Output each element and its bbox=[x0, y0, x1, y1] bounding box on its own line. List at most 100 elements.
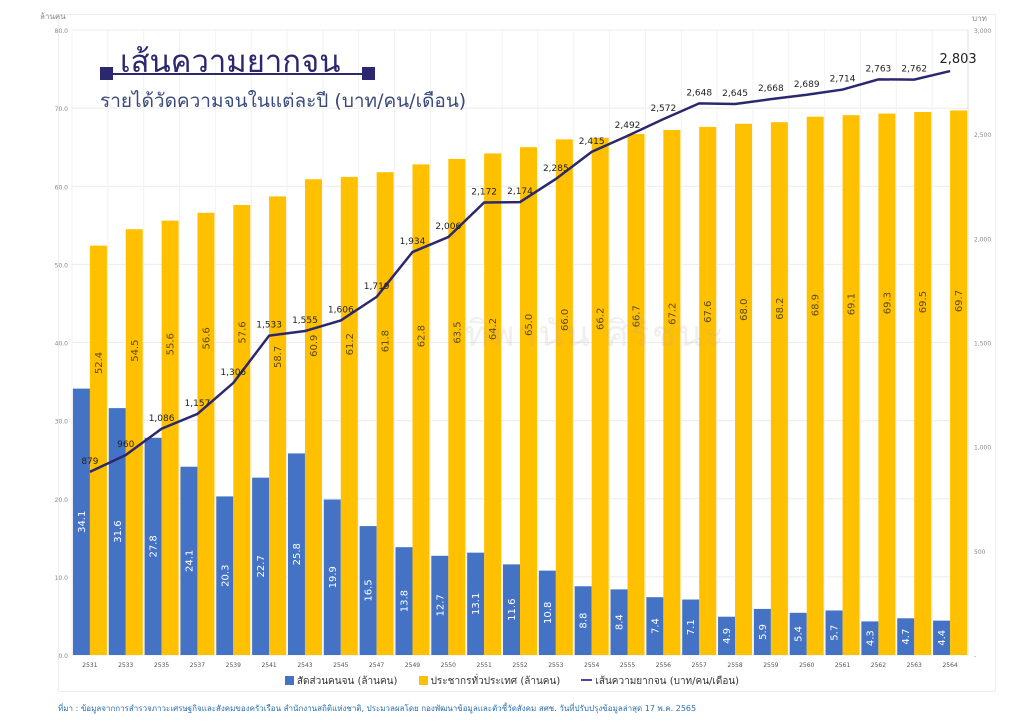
y2-tick-label: 3,000 bbox=[974, 28, 991, 35]
bar-poor-label: 25.8 bbox=[292, 543, 303, 565]
line-data-label: 1,606 bbox=[328, 305, 354, 315]
bar-poor-label: 22.7 bbox=[256, 555, 267, 577]
bar-poor bbox=[323, 499, 341, 655]
line-data-label: 2,668 bbox=[758, 84, 784, 94]
bar-population-label: 52.4 bbox=[94, 352, 105, 374]
bar-population-label: 57.6 bbox=[237, 321, 248, 343]
line-data-label: 960 bbox=[117, 440, 134, 450]
bar-population bbox=[448, 158, 466, 655]
bar-population bbox=[663, 130, 681, 655]
x-tick-label: 2553 bbox=[548, 662, 563, 669]
bar-poor bbox=[72, 388, 90, 655]
bar-population bbox=[304, 179, 322, 655]
legend-swatch bbox=[581, 679, 593, 681]
line-data-label: 2,763 bbox=[866, 64, 892, 74]
x-tick-label: 2543 bbox=[297, 662, 312, 669]
bar-poor bbox=[646, 597, 664, 655]
bar-population-label: 69.7 bbox=[954, 290, 965, 312]
bar-population-label: 61.8 bbox=[381, 330, 392, 352]
bar-poor-label: 34.1 bbox=[77, 511, 88, 533]
x-tick-label: 2531 bbox=[82, 662, 97, 669]
bar-population-label: 68.0 bbox=[739, 299, 750, 321]
bar-poor-label: 8.8 bbox=[579, 613, 590, 629]
bar-population-label: 56.6 bbox=[201, 327, 212, 349]
bar-poor-label: 4.7 bbox=[901, 629, 912, 645]
bar-poor bbox=[825, 610, 843, 655]
bar-population-label: 68.9 bbox=[811, 294, 822, 316]
x-tick-label: 2554 bbox=[584, 662, 599, 669]
bar-poor bbox=[897, 618, 915, 655]
bar-poor bbox=[467, 552, 485, 655]
bar-population-label: 67.6 bbox=[703, 301, 714, 323]
x-tick-label: 2557 bbox=[692, 662, 707, 669]
y-tick-label: 80.0 bbox=[55, 28, 69, 35]
x-tick-label: 2541 bbox=[261, 662, 276, 669]
bar-poor bbox=[861, 621, 879, 655]
chart-subtitle: รายได้วัดความจนในแต่ละปี (บาท/คน/เดือน) bbox=[100, 90, 467, 112]
bar-population-label: 61.2 bbox=[345, 333, 356, 355]
x-tick-label: 2551 bbox=[477, 662, 492, 669]
y-tick-label: 0.0 bbox=[58, 653, 68, 660]
bar-population bbox=[233, 205, 251, 655]
bar-poor-label: 16.5 bbox=[364, 579, 375, 601]
bar-poor-label: 20.3 bbox=[220, 565, 231, 587]
bar-population-label: 66.2 bbox=[596, 308, 607, 330]
y-tick-label: 50.0 bbox=[55, 262, 69, 269]
source-note: ที่มา : ข้อมูลจากการสำรวจภาวะเศรษฐกิจและ… bbox=[58, 704, 697, 713]
x-tick-label: 2561 bbox=[835, 662, 850, 669]
bar-poor-label: 12.7 bbox=[435, 594, 446, 616]
x-tick-label: 2564 bbox=[942, 662, 957, 669]
bar-population bbox=[555, 139, 573, 655]
bar-poor-label: 31.6 bbox=[113, 520, 124, 542]
bar-population-label: 65.0 bbox=[524, 314, 535, 336]
x-tick-label: 2552 bbox=[512, 662, 527, 669]
x-tick-label: 2558 bbox=[727, 662, 742, 669]
chart-card bbox=[58, 14, 996, 692]
legend-label: สัดส่วนคนจน (ล้านคน) bbox=[296, 676, 398, 687]
bar-population-label: 58.7 bbox=[273, 346, 284, 368]
bar-poor-label: 19.9 bbox=[328, 566, 339, 588]
line-data-label: 2,648 bbox=[686, 88, 712, 98]
bar-poor-label: 10.8 bbox=[543, 602, 554, 624]
bar-population bbox=[806, 116, 824, 655]
bar-population bbox=[735, 123, 753, 655]
line-data-label: 2,006 bbox=[435, 222, 461, 232]
bar-population bbox=[520, 147, 537, 655]
bar-population bbox=[125, 229, 143, 655]
line-data-label: 1,719 bbox=[364, 282, 390, 292]
line-data-label: 1,086 bbox=[149, 414, 175, 424]
bar-poor bbox=[753, 608, 771, 655]
bar-poor bbox=[538, 570, 556, 655]
title-square-right bbox=[362, 67, 375, 80]
bar-population bbox=[412, 164, 430, 655]
bar-population bbox=[878, 113, 896, 655]
bar-poor-label: 5.9 bbox=[758, 624, 769, 640]
right-axis-unit: บาท bbox=[972, 14, 987, 23]
legend: สัดส่วนคนจน (ล้านคน) ประชากรทั่วประเทศ (… bbox=[0, 674, 1024, 689]
bar-poor bbox=[144, 437, 162, 655]
bar-poor-label: 13.1 bbox=[471, 593, 482, 615]
x-tick-label: 2550 bbox=[441, 662, 456, 669]
bar-poor-label: 4.9 bbox=[722, 628, 733, 644]
bar-population bbox=[591, 137, 609, 655]
y2-tick-label: - bbox=[974, 653, 976, 660]
line-data-label: 2,492 bbox=[615, 121, 641, 131]
legend-swatch bbox=[284, 676, 294, 685]
bar-population bbox=[484, 153, 502, 655]
line-data-label: 1,555 bbox=[292, 316, 318, 326]
bar-population-label: 66.0 bbox=[560, 309, 571, 331]
x-tick-label: 2562 bbox=[871, 662, 886, 669]
bar-poor-label: 27.8 bbox=[149, 535, 160, 557]
line-data-label: 1,533 bbox=[256, 321, 282, 331]
bar-population-label: 69.5 bbox=[918, 291, 929, 313]
bar-population-label: 69.1 bbox=[847, 293, 858, 315]
y-tick-label: 60.0 bbox=[55, 184, 69, 191]
left-axis-unit: ล้านคน bbox=[40, 12, 66, 21]
line-data-label: 2,572 bbox=[650, 104, 676, 114]
bar-population bbox=[627, 133, 645, 655]
bar-poor bbox=[431, 555, 449, 655]
bar-poor-label: 8.4 bbox=[615, 614, 626, 630]
bar-population bbox=[197, 212, 215, 655]
legend-label: เส้นความยากจน (บาท/คน/เดือน) bbox=[595, 676, 740, 687]
